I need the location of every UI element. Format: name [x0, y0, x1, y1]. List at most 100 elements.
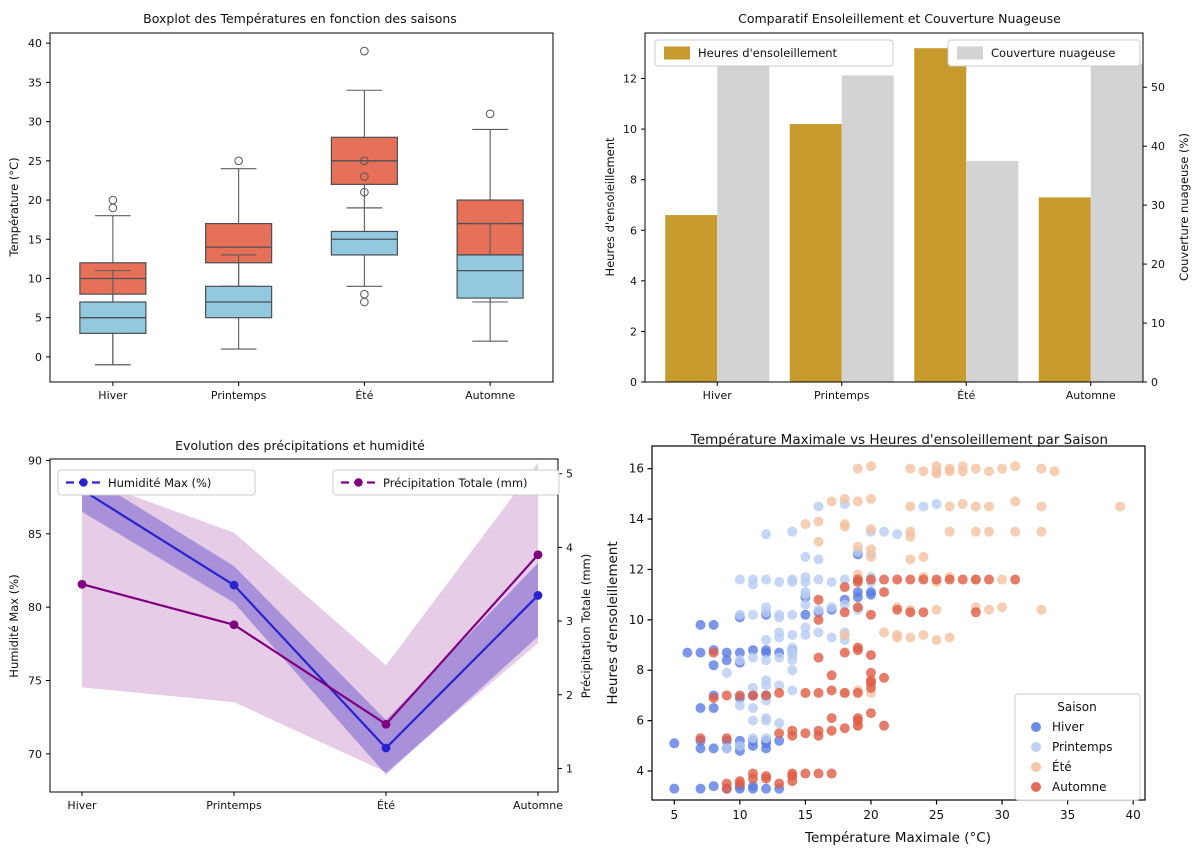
point: [747, 768, 758, 779]
point: [695, 733, 706, 744]
boxplot-ylabel: Température (°C): [7, 157, 21, 257]
point: [813, 725, 824, 736]
marker: [229, 580, 239, 590]
y-axis-right: 0 10 20 30 40 50: [1143, 81, 1165, 389]
legend-humidity: Humidité Max (%): [57, 469, 256, 496]
point: [813, 516, 824, 527]
point: [800, 609, 811, 620]
point: [774, 577, 785, 588]
point: [957, 466, 968, 477]
point: [944, 574, 955, 585]
plot-frame: [644, 32, 1144, 383]
point: [774, 778, 785, 789]
marker: [533, 550, 543, 560]
point: [931, 604, 942, 615]
y-tick-label: 90: [28, 454, 42, 467]
x-axis: Hiver Printemps Été Automne: [98, 382, 515, 402]
point: [800, 572, 811, 583]
point: [774, 627, 785, 638]
point: [787, 665, 798, 676]
point: [931, 468, 942, 479]
point: [865, 544, 876, 555]
y-tick-label: 85: [28, 528, 42, 541]
point: [708, 703, 719, 714]
y-tick-label: 8: [630, 174, 637, 187]
point: [708, 692, 719, 703]
y-tick-label: 6: [636, 714, 644, 728]
point: [708, 647, 719, 658]
point: [970, 463, 981, 474]
point: [826, 768, 837, 779]
point: [800, 622, 811, 633]
y-tick-label: 10: [629, 613, 644, 627]
y-tick-label: 0: [630, 376, 637, 389]
point: [747, 682, 758, 693]
point: [905, 554, 916, 565]
x-tick-label: 35: [1060, 808, 1075, 822]
x-tick-label: 5: [670, 808, 678, 822]
point: [892, 632, 903, 643]
y-tick-label: 16: [629, 462, 644, 476]
point: [721, 647, 732, 658]
point: [695, 619, 706, 630]
legend-swatch: [957, 46, 983, 60]
point: [774, 680, 785, 691]
x-tick-label: Printemps: [211, 389, 267, 402]
marker: [77, 579, 87, 589]
y-tick-label: 30: [28, 116, 42, 129]
marker: [229, 620, 239, 630]
point: [1010, 574, 1021, 585]
point: [1036, 604, 1047, 615]
point: [879, 672, 890, 683]
point: [695, 783, 706, 794]
point: [761, 635, 772, 646]
point: [774, 652, 785, 663]
legend-marker-Automne: [1031, 782, 1041, 792]
y-tick-label: 5: [566, 468, 573, 481]
point: [800, 551, 811, 562]
outlier: [234, 156, 243, 166]
x-tick-label: Printemps: [814, 389, 870, 402]
x-tick-label: Hiver: [703, 389, 733, 402]
point: [787, 629, 798, 640]
points-Été: [800, 461, 1126, 731]
point: [761, 713, 772, 724]
plot-frame: [651, 445, 1146, 801]
legend-saison: Saison Hiver Printemps Été Automne: [1014, 693, 1141, 801]
point: [905, 607, 916, 618]
point: [918, 629, 929, 640]
x-tick-label: Printemps: [206, 799, 262, 812]
point: [1049, 466, 1060, 477]
point: [813, 574, 824, 585]
y-tick-label: 4: [566, 541, 573, 554]
point: [879, 574, 890, 585]
point: [879, 627, 890, 638]
legend-marker-Hiver: [1031, 722, 1041, 732]
y-tick-label: 6: [630, 224, 637, 237]
point: [813, 614, 824, 625]
precipitation-band: [82, 462, 538, 773]
point: [1115, 501, 1126, 512]
y-tick-label: 20: [28, 194, 42, 207]
point: [970, 501, 981, 512]
x-tick-label: Automne: [1066, 389, 1116, 402]
point: [695, 703, 706, 714]
point: [813, 501, 824, 512]
point: [826, 577, 837, 588]
y-tick-label: 0: [35, 351, 42, 364]
point: [708, 619, 719, 630]
x-tick-label: Automne: [513, 799, 563, 812]
point: [813, 768, 824, 779]
point: [721, 667, 732, 678]
point: [761, 733, 772, 744]
point: [734, 700, 745, 711]
sunshine-bar-Printemps: [789, 124, 842, 382]
x-tick-label: 20: [863, 808, 878, 822]
outlier: [485, 109, 495, 119]
y-tick-label: 14: [629, 512, 644, 526]
x-tick-label: Automne: [465, 389, 515, 402]
point: [865, 667, 876, 678]
x-tick-label: 30: [994, 808, 1009, 822]
tmax-box-Été: [330, 46, 398, 209]
